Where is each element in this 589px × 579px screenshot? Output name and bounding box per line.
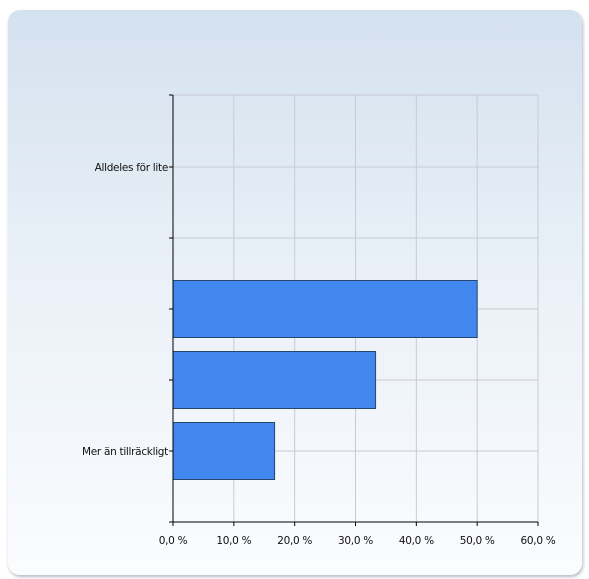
bar <box>172 422 276 480</box>
x-ticks: 0,0 % 10,0 % 20,0 % 30,0 % 40,0 % 50,0 % 60,0 … <box>159 522 556 547</box>
y-tick-label: Alldeles för lite <box>95 162 168 174</box>
x-tick-label: 40,0 % <box>399 535 434 547</box>
x-tick-label: 20,0 % <box>277 535 312 547</box>
x-tick-label: 50,0 % <box>460 535 495 547</box>
bar <box>172 351 377 409</box>
x-tick-label: 60,0 % <box>521 535 556 547</box>
bar <box>172 280 478 338</box>
bars <box>172 280 478 480</box>
x-tick-label: 10,0 % <box>216 535 251 547</box>
x-tick-label: 30,0 % <box>338 535 373 547</box>
y-ticks: Alldeles för lite Mer än tillräckligt <box>82 94 173 523</box>
y-tick-label: Mer än tillräckligt <box>82 446 168 458</box>
x-tick-label: 0,0 % <box>159 535 188 547</box>
